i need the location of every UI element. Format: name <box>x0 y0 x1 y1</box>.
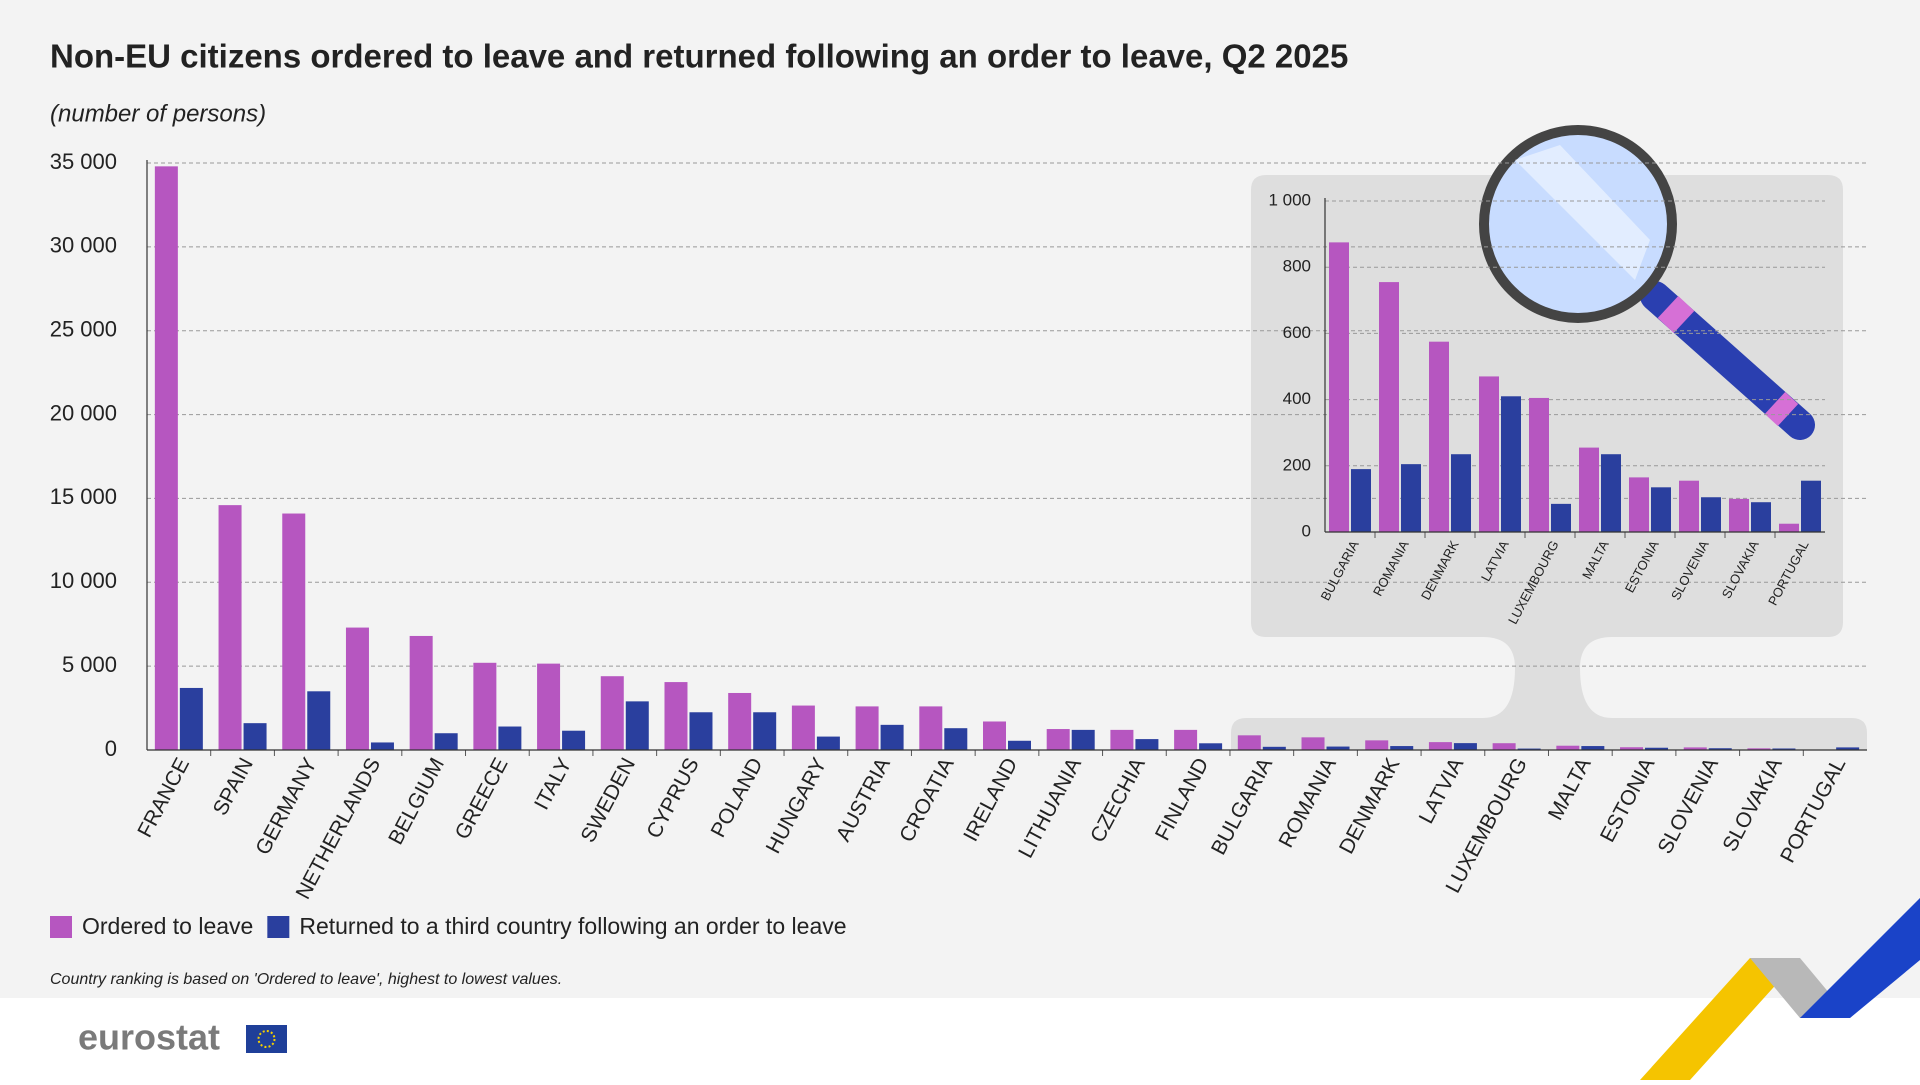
bar <box>1579 448 1599 532</box>
chart-subtitle: (number of persons) <box>50 100 266 127</box>
bar <box>244 723 267 750</box>
bar <box>1135 739 1158 750</box>
bar <box>1451 454 1471 532</box>
bar <box>1751 502 1771 532</box>
bar <box>1601 454 1621 532</box>
bar <box>1379 282 1399 532</box>
bar <box>180 688 203 750</box>
y-tick-label: 1 000 <box>1268 190 1311 209</box>
bar <box>1429 742 1452 750</box>
bar <box>498 727 521 750</box>
footnote: Country ranking is based on 'Ordered to … <box>50 971 562 988</box>
bar <box>1302 737 1325 750</box>
bar <box>1329 242 1349 532</box>
bar <box>1047 729 1070 750</box>
bar <box>1801 481 1821 532</box>
bar <box>473 663 496 750</box>
bar <box>1629 477 1649 532</box>
bar <box>856 706 879 750</box>
bar <box>626 701 649 750</box>
bar <box>219 505 242 750</box>
y-tick-label: 20 000 <box>50 400 117 425</box>
legend-label: Returned to a third country following an… <box>299 913 846 939</box>
logo-text: eurostat <box>78 1017 220 1058</box>
bar <box>1651 487 1671 532</box>
y-tick-label: 30 000 <box>50 233 117 258</box>
bar <box>1729 499 1749 532</box>
bar <box>1701 497 1721 532</box>
bar <box>346 628 369 750</box>
bar <box>1365 740 1388 750</box>
footer-background <box>0 998 1920 1080</box>
y-tick-label: 0 <box>1302 521 1311 540</box>
bar <box>1351 469 1371 532</box>
legend: Ordered to leave Returned to a third coun… <box>50 913 847 939</box>
chart-title: Non-EU citizens ordered to leave and ret… <box>50 38 1348 75</box>
bar <box>1429 342 1449 532</box>
y-tick-label: 25 000 <box>50 317 117 342</box>
bar <box>307 691 330 750</box>
y-tick-label: 35 000 <box>50 149 117 174</box>
bar <box>817 737 840 750</box>
bar <box>155 166 178 750</box>
bar <box>689 712 712 750</box>
bar <box>537 664 560 750</box>
bar <box>371 742 394 750</box>
bar <box>664 682 687 750</box>
bar <box>1529 398 1549 532</box>
y-tick-label: 10 000 <box>50 568 117 593</box>
bar <box>562 731 585 750</box>
bar <box>1493 743 1516 750</box>
y-tick-label: 600 <box>1283 323 1311 342</box>
legend-swatch <box>50 916 72 938</box>
bar <box>1551 504 1571 532</box>
y-tick-label: 400 <box>1283 389 1311 408</box>
bar <box>1110 730 1133 750</box>
y-tick-label: 0 <box>105 736 117 761</box>
bar <box>792 706 815 750</box>
legend-label: Ordered to leave <box>82 913 253 939</box>
bar <box>1199 743 1222 750</box>
bar <box>1072 730 1095 750</box>
bar <box>983 721 1006 750</box>
bar <box>1556 746 1579 750</box>
y-tick-label: 200 <box>1283 455 1311 474</box>
bar <box>1454 743 1477 750</box>
bar <box>601 676 624 750</box>
bar <box>1501 396 1521 532</box>
y-tick-label: 15 000 <box>50 484 117 509</box>
bar <box>1238 735 1261 750</box>
bar <box>944 728 967 750</box>
bar <box>1008 741 1031 750</box>
bar <box>1401 464 1421 532</box>
bar <box>1174 730 1197 750</box>
bar <box>1479 376 1499 532</box>
y-tick-label: 5 000 <box>62 652 117 677</box>
bar <box>435 733 458 750</box>
eu-flag <box>246 1025 287 1053</box>
bar <box>1779 524 1799 532</box>
bar <box>753 712 776 750</box>
bar <box>282 514 305 750</box>
bar <box>410 636 433 750</box>
y-tick-label: 800 <box>1283 257 1311 276</box>
bar <box>1679 481 1699 532</box>
bar <box>919 706 942 750</box>
bar <box>881 725 904 750</box>
bar <box>728 693 751 750</box>
legend-swatch <box>267 916 289 938</box>
